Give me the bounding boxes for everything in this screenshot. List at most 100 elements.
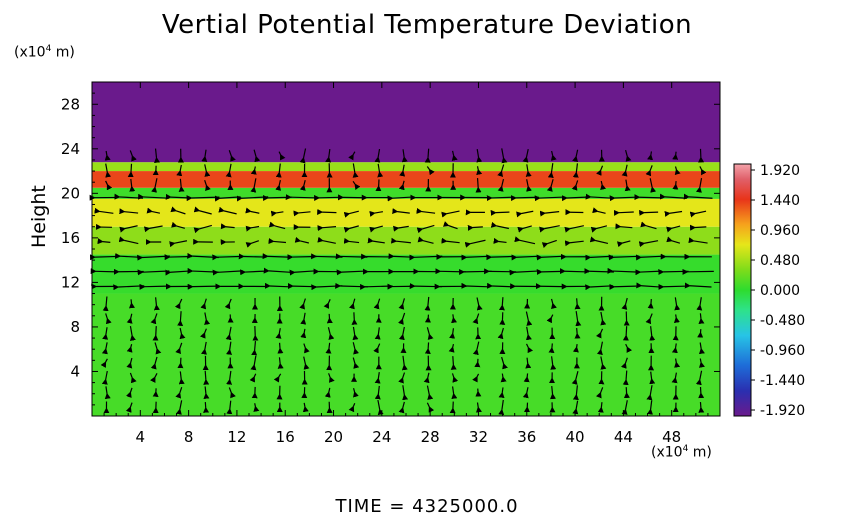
wind-arrow bbox=[100, 358, 108, 368]
colorbar-label: 0.480 bbox=[760, 253, 800, 269]
wind-arrow bbox=[273, 373, 282, 383]
wind-arrow bbox=[416, 224, 435, 234]
wind-arrow bbox=[615, 223, 633, 230]
wind-arrow bbox=[287, 283, 317, 290]
time-footer: TIME = 4325000.0 bbox=[335, 496, 519, 517]
wind-arrow bbox=[476, 297, 483, 311]
wind-arrow bbox=[572, 149, 579, 163]
wind-arrow bbox=[174, 298, 183, 310]
wind-arrow bbox=[459, 268, 492, 275]
wind-arrow bbox=[398, 326, 405, 341]
wind-arrow bbox=[126, 387, 133, 398]
wind-arrow bbox=[671, 372, 678, 384]
wind-arrow bbox=[572, 163, 579, 178]
wind-arrow bbox=[201, 149, 208, 163]
wind-arrow bbox=[500, 373, 507, 383]
wind-arrow bbox=[119, 225, 138, 233]
wind-arrow bbox=[600, 356, 607, 370]
wind-arrow bbox=[314, 194, 340, 201]
wind-arrow bbox=[609, 195, 639, 202]
wind-arrow bbox=[695, 370, 703, 386]
wind-arrow bbox=[129, 150, 137, 162]
wind-arrow bbox=[176, 164, 183, 177]
wind-arrow bbox=[374, 372, 381, 384]
wind-arrow bbox=[546, 314, 554, 324]
wind-arrow bbox=[564, 240, 584, 247]
wind-arrow bbox=[97, 238, 111, 245]
wind-arrow bbox=[613, 209, 634, 216]
wind-arrow bbox=[435, 268, 466, 275]
wind-arrow bbox=[486, 254, 514, 261]
wind-arrow bbox=[424, 148, 431, 163]
wind-arrow bbox=[401, 355, 408, 371]
wind-arrow bbox=[348, 151, 356, 161]
wind-arrow bbox=[584, 268, 614, 275]
wind-arrow bbox=[199, 328, 207, 339]
wind-arrow bbox=[525, 357, 532, 369]
wind-arrow bbox=[398, 312, 406, 325]
x-tick-label: 4 bbox=[136, 428, 146, 446]
wind-arrow bbox=[89, 254, 118, 261]
wind-arrow bbox=[511, 254, 539, 261]
wind-arrow bbox=[498, 297, 505, 311]
wind-arrow bbox=[696, 178, 703, 193]
wind-arrow bbox=[501, 148, 508, 164]
wind-arrow bbox=[335, 282, 368, 289]
wind-arrow bbox=[250, 355, 257, 371]
wind-arrow bbox=[699, 166, 707, 176]
wind-arrow bbox=[426, 166, 435, 176]
wind-arrow bbox=[352, 180, 361, 191]
wind-arrow bbox=[645, 165, 653, 177]
wind-arrow bbox=[402, 385, 409, 401]
wind-arrow bbox=[94, 207, 114, 214]
wind-arrow bbox=[317, 225, 337, 232]
wind-arrow bbox=[253, 149, 261, 163]
wind-arrow bbox=[369, 210, 384, 217]
wind-arrow bbox=[525, 343, 534, 354]
x-tick-label: 12 bbox=[227, 428, 246, 446]
wind-arrow bbox=[451, 150, 458, 161]
wind-arrow bbox=[169, 240, 188, 248]
wind-arrow bbox=[388, 253, 414, 260]
x-tick-label: 36 bbox=[517, 428, 536, 446]
wind-arrow bbox=[218, 206, 237, 215]
wind-arrow bbox=[203, 386, 210, 400]
wind-arrow bbox=[476, 149, 483, 163]
wind-arrow bbox=[534, 195, 565, 202]
wind-arrow bbox=[352, 357, 360, 369]
wind-arrow bbox=[525, 311, 533, 327]
wind-arrow bbox=[634, 194, 663, 201]
wind-arrow bbox=[510, 195, 539, 202]
wind-arrow bbox=[658, 269, 689, 275]
wind-arrow bbox=[137, 269, 170, 276]
wind-arrow bbox=[268, 238, 287, 244]
wind-arrow bbox=[352, 342, 359, 355]
wind-arrow bbox=[497, 164, 505, 178]
wind-arrow bbox=[600, 180, 607, 191]
wind-arrow bbox=[245, 240, 260, 248]
wind-arrow bbox=[442, 221, 458, 230]
wind-arrow bbox=[674, 166, 681, 176]
wind-arrow bbox=[451, 314, 458, 324]
wind-arrow bbox=[392, 208, 410, 215]
wind-arrow bbox=[649, 178, 657, 193]
wind-arrow bbox=[572, 385, 579, 401]
wind-arrow bbox=[649, 371, 656, 385]
wind-arrow bbox=[472, 341, 480, 356]
wind-arrow bbox=[150, 356, 158, 370]
wind-arrow bbox=[550, 386, 556, 400]
wind-arrow bbox=[490, 221, 509, 230]
wind-arrow bbox=[311, 253, 343, 260]
wind-arrow bbox=[175, 387, 183, 399]
wind-arrow bbox=[585, 284, 614, 291]
wind-arrow bbox=[302, 402, 309, 413]
wind-arrow bbox=[263, 267, 291, 274]
wind-arrow bbox=[143, 225, 163, 233]
wind-arrow bbox=[625, 343, 633, 353]
wind-arrow bbox=[249, 373, 257, 383]
wind-arrow bbox=[441, 237, 460, 244]
y-axis-unit: (x104 m) bbox=[14, 44, 75, 61]
wind-arrow bbox=[622, 326, 629, 341]
wind-arrow bbox=[636, 282, 662, 289]
wind-arrow bbox=[674, 297, 681, 311]
